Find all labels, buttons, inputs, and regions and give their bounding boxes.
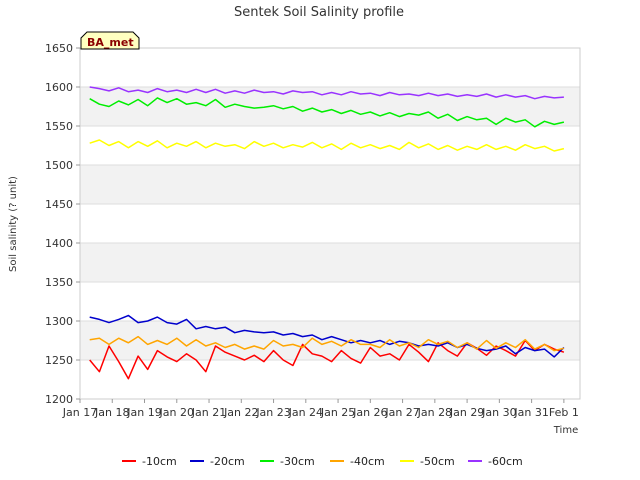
x-tick-label: Jan 26 — [352, 406, 387, 419]
x-tick-label: Jan 22 — [223, 406, 258, 419]
badge-label: BA_met — [87, 36, 134, 49]
chart-title: Sentek Soil Salinity profile — [234, 5, 404, 20]
legend-label: -10cm — [142, 455, 177, 468]
y-axis-ticks: 1200 1250 1300 1350 1400 1450 1500 1550 1600 1650 — [45, 42, 80, 406]
series-line-minus-20cm — [89, 314, 565, 358]
x-tick-label: Jan 20 — [159, 406, 194, 419]
x-tick-label: Jan 29 — [449, 406, 484, 419]
y-tick-label: 1200 — [45, 393, 73, 406]
x-tick-label: Jan 21 — [191, 406, 226, 419]
grid-band — [80, 165, 580, 204]
badge-shape — [80, 31, 140, 50]
badge: BA_met — [80, 31, 140, 50]
series-lines — [89, 86, 565, 380]
y-tick-label: 1250 — [45, 354, 73, 367]
x-tick-label: Jan 19 — [126, 406, 161, 419]
y-tick-label: 1650 — [45, 42, 73, 55]
x-tick-label: Jan 28 — [417, 406, 452, 419]
grid-bands — [80, 87, 580, 360]
x-tick-label: Jan 23 — [255, 406, 290, 419]
legend-label: -20cm — [210, 455, 245, 468]
x-tick-label: Feb 1 — [549, 406, 579, 419]
grid-band — [80, 321, 580, 360]
y-tick-label: 1550 — [45, 120, 73, 133]
x-axis-label: Time — [553, 425, 578, 436]
grid-lines — [80, 47, 580, 400]
y-tick-label: 1350 — [45, 276, 73, 289]
y-tick-label: 1450 — [45, 198, 73, 211]
legend: -10cm -20cm -30cm -40cm -50cm -60cm — [122, 455, 523, 468]
legend-label: -50cm — [420, 455, 455, 468]
legend-label: -30cm — [280, 455, 315, 468]
x-tick-label: Jan 27 — [384, 406, 419, 419]
y-tick-label: 1600 — [45, 81, 73, 94]
legend-label: -40cm — [350, 455, 385, 468]
x-tick-label: Jan 24 — [288, 406, 323, 419]
grid-band — [80, 243, 580, 282]
series-line-minus-40cm — [89, 335, 565, 352]
y-axis-label: Soil salinity (? unit) — [8, 176, 19, 272]
x-tick-label: Jan 25 — [320, 406, 355, 419]
legend-label: -60cm — [488, 455, 523, 468]
x-tick-label: Jan 18 — [94, 406, 129, 419]
series-line-minus-10cm — [89, 339, 565, 380]
y-tick-label: 1500 — [45, 159, 73, 172]
x-tick-label: Jan 17 — [62, 406, 97, 419]
x-tick-label: Jan 31 — [513, 406, 548, 419]
series-line-minus-30cm — [89, 97, 565, 128]
y-tick-label: 1400 — [45, 237, 73, 250]
y-tick-label: 1300 — [45, 315, 73, 328]
x-tick-label: Jan 30 — [481, 406, 516, 419]
series-line-minus-60cm — [89, 86, 564, 100]
series-line-minus-50cm — [89, 139, 565, 152]
plot-frame — [79, 47, 581, 400]
